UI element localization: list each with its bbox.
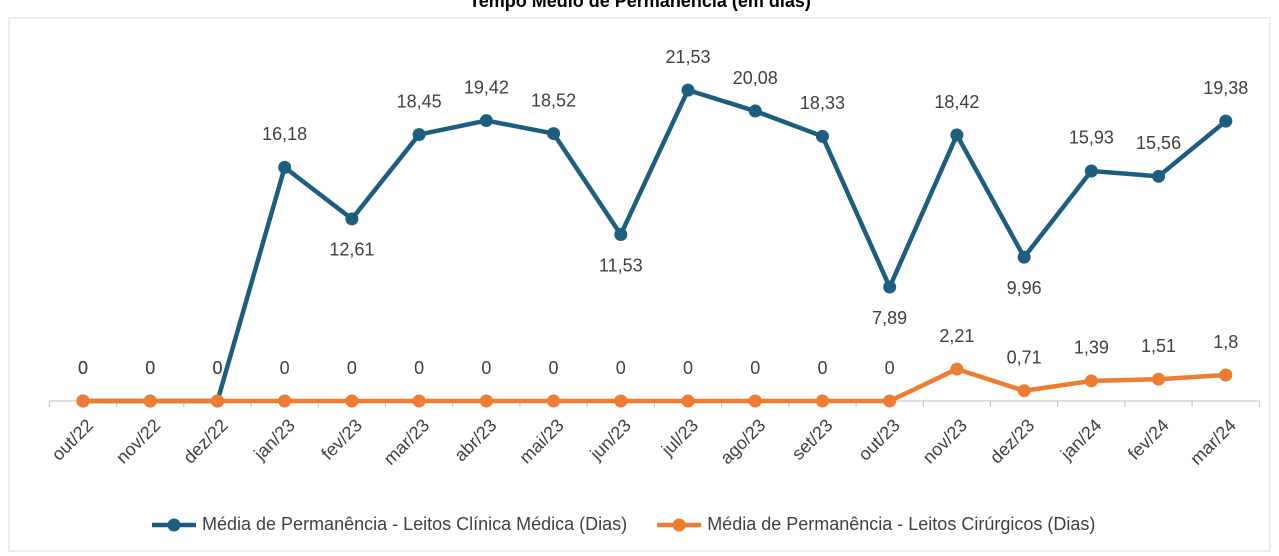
data-label: 0	[414, 358, 424, 378]
data-label: 0	[145, 358, 155, 378]
data-label: 2,21	[939, 326, 974, 346]
data-label: 0	[683, 358, 693, 378]
point	[1084, 164, 1098, 178]
data-label: 0	[616, 358, 626, 378]
data-label: 18,45	[397, 91, 442, 111]
data-label: 0	[347, 358, 357, 378]
point	[547, 127, 561, 141]
data-label: 0	[549, 358, 559, 378]
point	[614, 394, 628, 408]
data-label: 0	[481, 358, 491, 378]
point	[1017, 250, 1031, 264]
data-label: 0	[145, 358, 155, 378]
data-label: 1,51	[1141, 336, 1176, 356]
data-label: 7,89	[872, 308, 907, 328]
data-label: 16,18	[262, 124, 307, 144]
point	[143, 394, 157, 408]
point	[748, 394, 762, 408]
data-label: 1,8	[1213, 332, 1238, 352]
data-label: 0	[212, 358, 222, 378]
chart-title: Tempo Médio de Permanência (em dias)	[469, 0, 811, 11]
legend-marker	[167, 518, 181, 532]
point	[412, 394, 426, 408]
data-label: 0	[78, 358, 88, 378]
data-label: 0	[750, 358, 760, 378]
data-label: 11,53	[599, 255, 643, 275]
legend-marker	[672, 518, 686, 532]
point	[681, 83, 695, 97]
point	[1152, 372, 1166, 386]
point	[883, 280, 897, 294]
data-label: 0	[212, 358, 222, 378]
point	[278, 394, 292, 408]
data-label: 12,61	[329, 240, 374, 260]
point	[748, 104, 762, 118]
point	[547, 394, 561, 408]
point	[479, 114, 493, 128]
point	[950, 128, 964, 142]
data-label: 19,42	[464, 77, 509, 97]
point	[815, 394, 829, 408]
legend-label: Média de Permanência - Leitos Clínica Mé…	[202, 514, 627, 534]
data-label: 21,53	[665, 47, 710, 67]
series-line	[83, 366, 1226, 404]
point	[614, 228, 628, 242]
data-label: 9,96	[1007, 278, 1042, 298]
chart-frame	[8, 17, 1271, 552]
point	[345, 394, 359, 408]
data-label: 18,42	[934, 92, 979, 112]
data-label: 0	[78, 358, 88, 378]
point	[479, 394, 493, 408]
point	[412, 128, 426, 142]
data-label: 0,71	[1007, 347, 1042, 367]
point	[345, 212, 359, 226]
point	[681, 394, 695, 408]
data-label: 20,08	[733, 68, 778, 88]
point	[278, 160, 292, 174]
point	[883, 394, 897, 408]
point	[950, 362, 964, 376]
point	[76, 394, 90, 408]
data-label: 15,93	[1069, 128, 1114, 148]
legend-label: Média de Permanência - Leitos Cirúrgicos…	[707, 514, 1095, 534]
point	[1084, 374, 1098, 388]
point	[1017, 384, 1031, 398]
data-label: 18,52	[531, 90, 576, 110]
point	[1219, 114, 1233, 128]
data-label: 0	[817, 358, 827, 378]
point	[815, 129, 829, 143]
point	[1152, 169, 1166, 183]
point	[210, 394, 224, 408]
data-label: 0	[280, 358, 290, 378]
data-label: 0	[885, 358, 895, 378]
data-label: 18,33	[800, 93, 845, 113]
data-label: 15,56	[1136, 133, 1181, 153]
point	[1219, 368, 1233, 382]
data-label: 19,38	[1203, 78, 1248, 98]
series-line	[83, 87, 1228, 404]
data-label: 1,39	[1074, 338, 1109, 358]
